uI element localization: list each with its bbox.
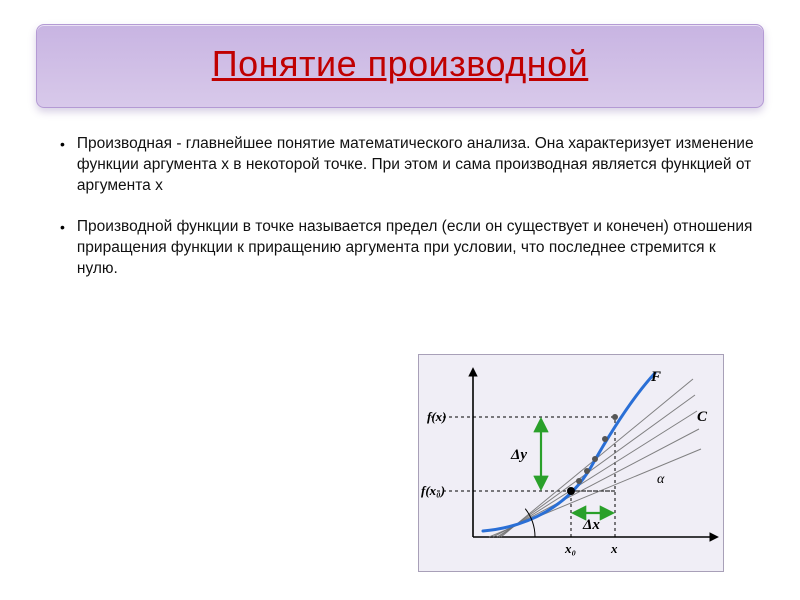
svg-text:x: x: [610, 541, 618, 556]
bullet-marker-icon: •: [60, 136, 65, 197]
bullet-marker-icon: •: [60, 219, 65, 280]
bullet-item: • Производной функции в точке называется…: [60, 217, 756, 280]
svg-text:α: α: [657, 472, 665, 487]
diagram-svg: F Cα f(x) f(x₀) x₀ x Δy Δx: [419, 355, 725, 573]
svg-text:C: C: [697, 409, 708, 425]
svg-text:F: F: [650, 369, 661, 385]
svg-text:Δy: Δy: [510, 447, 527, 463]
slide: Понятие производной • Производная - глав…: [0, 0, 800, 600]
slide-title: Понятие производной: [57, 43, 743, 85]
bullet-text: Производная - главнейшее понятие математ…: [77, 134, 756, 197]
svg-text:f(x₀): f(x₀): [421, 483, 445, 498]
bullet-text: Производной функции в точке называется п…: [77, 217, 756, 280]
title-box: Понятие производной: [36, 24, 764, 108]
svg-text:f(x): f(x): [427, 409, 447, 424]
derivative-diagram: F Cα f(x) f(x₀) x₀ x Δy Δx: [418, 354, 724, 572]
bullet-item: • Производная - главнейшее понятие матем…: [60, 134, 756, 197]
svg-text:x₀: x₀: [564, 541, 576, 556]
svg-text:Δx: Δx: [582, 517, 600, 533]
diagram-container: F Cα f(x) f(x₀) x₀ x Δy Δx: [418, 354, 724, 572]
body-text: • Производная - главнейшее понятие матем…: [36, 134, 764, 280]
